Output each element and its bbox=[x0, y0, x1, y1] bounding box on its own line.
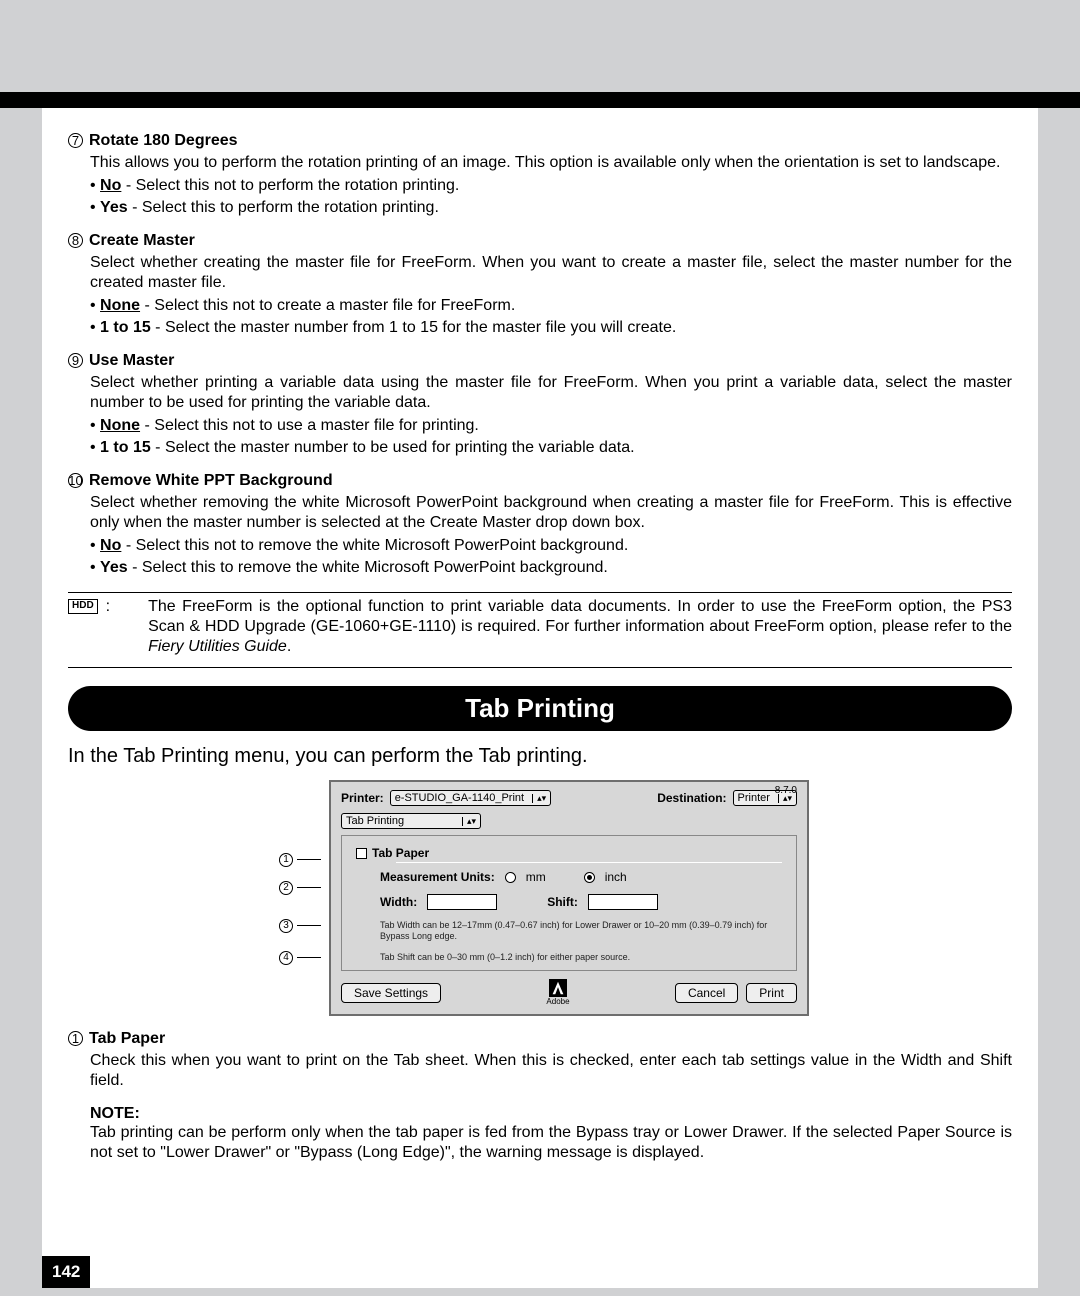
print-dialog: 8.7.0 Printer: e-STUDIO_GA-1140_Print▴▾ … bbox=[329, 780, 809, 1016]
section-title: Tab Printing bbox=[68, 686, 1012, 731]
print-button[interactable]: Print bbox=[746, 983, 797, 1003]
tab-width-note: Tab Width can be 12–17mm (0.47–0.67 inch… bbox=[380, 920, 782, 942]
width-input[interactable] bbox=[427, 894, 497, 910]
item-number-1: 1 bbox=[68, 1031, 83, 1046]
item-number-10: 10 bbox=[68, 473, 83, 488]
shift-input[interactable] bbox=[588, 894, 658, 910]
dialog-version: 8.7.0 bbox=[775, 785, 797, 796]
tab-paper-panel: Tab Paper Measurement Units: mm inch Wid… bbox=[341, 835, 797, 971]
adobe-logo: Adobe bbox=[546, 979, 569, 1006]
section-intro: In the Tab Printing menu, you can perfor… bbox=[68, 745, 1012, 768]
inch-radio[interactable] bbox=[584, 872, 595, 883]
item-number-7: 7 bbox=[68, 133, 83, 148]
callouts: 1 2 3 4 bbox=[271, 780, 321, 1016]
item-use-master: 9 Use Master Select whether printing a v… bbox=[68, 352, 1012, 458]
tab-paper-checkbox[interactable] bbox=[356, 848, 367, 859]
cancel-button[interactable]: Cancel bbox=[675, 983, 738, 1003]
printer-select[interactable]: e-STUDIO_GA-1140_Print▴▾ bbox=[390, 790, 551, 806]
item-tab-paper: 1 Tab Paper Check this when you want to … bbox=[68, 1030, 1012, 1091]
item-remove-white: 10 Remove White PPT Background Select wh… bbox=[68, 472, 1012, 578]
item-rotate: 7 Rotate 180 Degrees This allows you to … bbox=[68, 132, 1012, 218]
item-create-master: 8 Create Master Select whether creating … bbox=[68, 232, 1012, 338]
printer-label: Printer: bbox=[341, 791, 384, 805]
destination-label: Destination: bbox=[657, 791, 726, 805]
page-number: 142 bbox=[42, 1256, 90, 1288]
note-body: Tab printing can be perform only when th… bbox=[90, 1123, 1012, 1163]
hdd-badge: HDD bbox=[68, 599, 98, 614]
note-title: NOTE: bbox=[90, 1105, 1012, 1123]
save-settings-button[interactable]: Save Settings bbox=[341, 983, 441, 1003]
item-number-9: 9 bbox=[68, 353, 83, 368]
mm-radio[interactable] bbox=[505, 872, 516, 883]
tab-select[interactable]: Tab Printing▴▾ bbox=[341, 813, 481, 829]
tab-shift-note: Tab Shift can be 0–30 mm (0–1.2 inch) fo… bbox=[380, 952, 782, 963]
item-number-8: 8 bbox=[68, 233, 83, 248]
hdd-note: HDD : The FreeForm is the optional funct… bbox=[68, 597, 1012, 657]
item-title: Rotate 180 Degrees bbox=[89, 132, 238, 150]
